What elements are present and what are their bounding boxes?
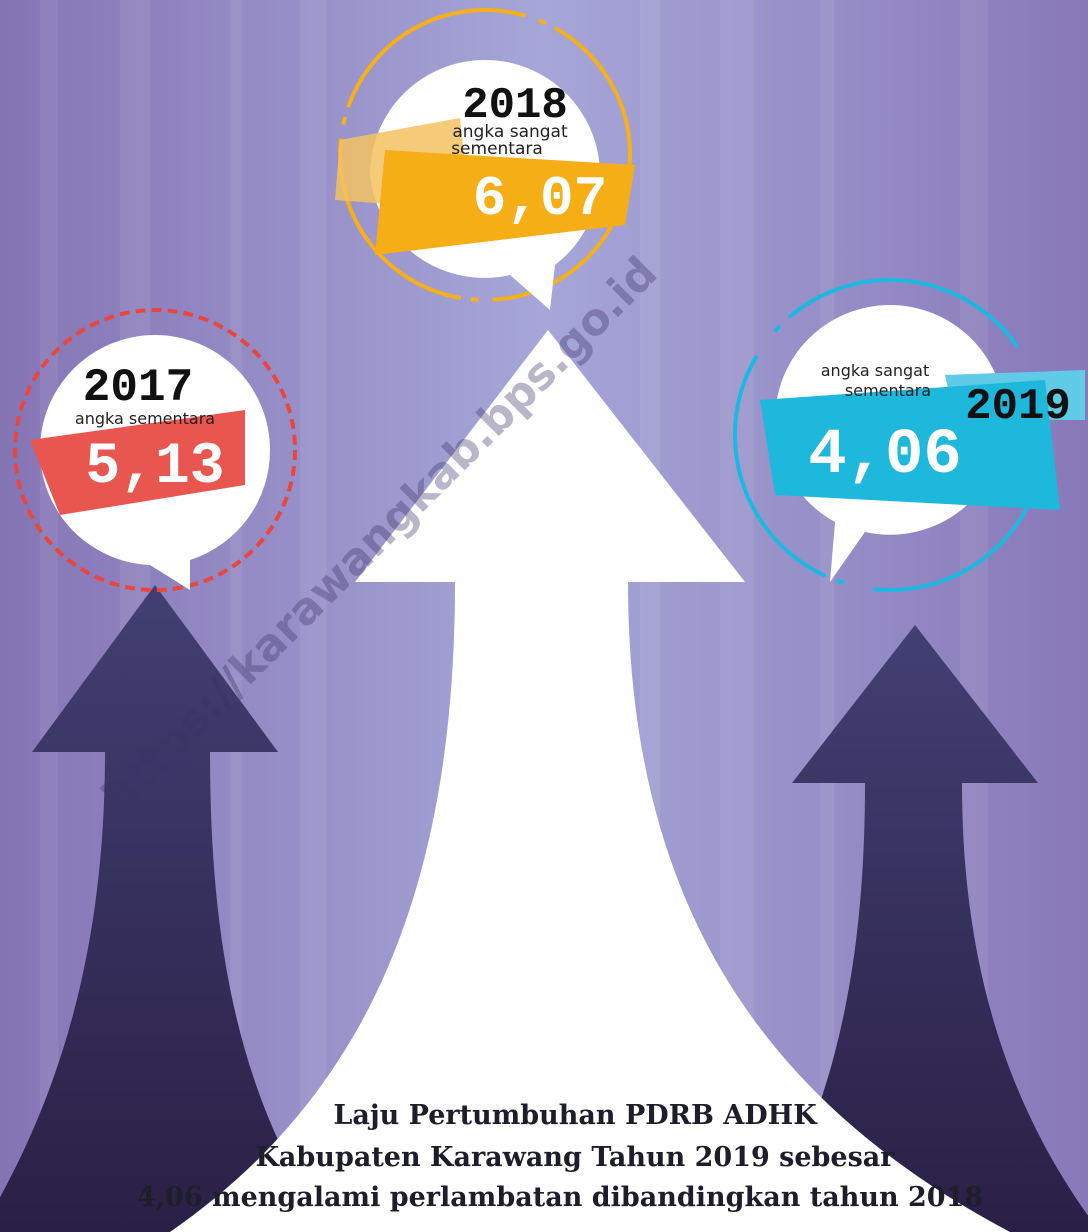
value: 4,06 <box>808 420 962 492</box>
value: 5,13 <box>85 435 224 500</box>
caption-line: Laju Pertumbuhan PDRB ADHK <box>333 1100 818 1131</box>
caption-line: 4,06 mengalami perlambatan dibandingkan … <box>137 1182 983 1213</box>
caption-line: Kabupaten Karawang Tahun 2019 sebesar <box>255 1142 895 1173</box>
infographic: 2017 angka sementara 5,13 2018 angka san… <box>0 0 1088 1232</box>
page: {"watermark": "https://karawangkab.bps.g… <box>0 0 1088 1232</box>
year: 2017 <box>83 362 193 414</box>
value: 6,07 <box>473 167 607 231</box>
note: angka sementara <box>75 409 215 428</box>
year: 2019 <box>965 382 1071 432</box>
note: angka sangat <box>821 361 930 380</box>
note: sementara <box>845 381 931 400</box>
note: sementara <box>451 139 543 159</box>
